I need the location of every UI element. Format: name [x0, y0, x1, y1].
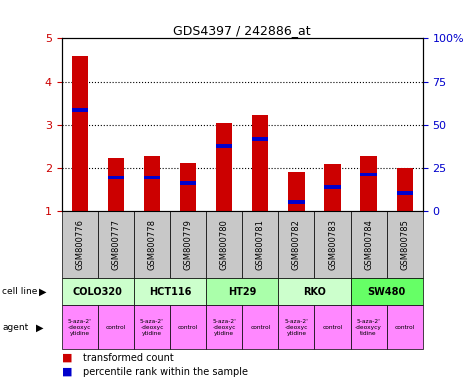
Bar	[134, 211, 170, 278]
Bar	[134, 305, 170, 349]
Text: GSM800777: GSM800777	[112, 219, 120, 270]
Bar	[252, 115, 268, 211]
Bar	[72, 108, 88, 112]
Text: GSM800780: GSM800780	[220, 219, 228, 270]
Text: GSM800785: GSM800785	[400, 219, 409, 270]
Text: 5-aza-2'
-deoxyc
ytidine: 5-aza-2' -deoxyc ytidine	[140, 319, 164, 336]
Bar	[170, 305, 206, 349]
Bar	[62, 211, 98, 278]
Bar	[144, 175, 160, 179]
Text: SW480: SW480	[368, 287, 406, 297]
Text: 5-aza-2'
-deoxycy
tidine: 5-aza-2' -deoxycy tidine	[355, 319, 382, 336]
Bar	[397, 168, 413, 211]
Text: control: control	[323, 325, 342, 330]
Text: cell line: cell line	[2, 287, 38, 296]
Bar	[62, 278, 134, 305]
Bar	[351, 305, 387, 349]
Text: ▶: ▶	[36, 322, 43, 333]
Bar	[361, 172, 377, 176]
Bar	[278, 305, 314, 349]
Bar	[314, 211, 351, 278]
Text: percentile rank within the sample: percentile rank within the sample	[83, 367, 248, 377]
Text: 5-aza-2'
-deoxyc
ytidine: 5-aza-2' -deoxyc ytidine	[285, 319, 308, 336]
Bar	[206, 305, 242, 349]
Text: transformed count: transformed count	[83, 353, 174, 363]
Bar	[98, 305, 134, 349]
Text: HCT116: HCT116	[149, 287, 191, 297]
Text: GSM800784: GSM800784	[364, 219, 373, 270]
Bar	[397, 191, 413, 195]
Bar	[361, 156, 377, 211]
Bar	[180, 163, 196, 211]
Bar	[206, 211, 242, 278]
Bar	[134, 278, 206, 305]
Bar	[144, 156, 160, 211]
Text: agent: agent	[2, 323, 28, 332]
Text: GSM800779: GSM800779	[184, 219, 192, 270]
Bar	[242, 211, 278, 278]
Text: GSM800781: GSM800781	[256, 219, 265, 270]
Bar	[324, 185, 341, 189]
Bar	[108, 159, 124, 211]
Bar	[387, 305, 423, 349]
Bar	[242, 305, 278, 349]
Bar	[387, 211, 423, 278]
Text: 5-aza-2'
-deoxyc
ytidine: 5-aza-2' -deoxyc ytidine	[212, 319, 236, 336]
Text: control: control	[106, 325, 126, 330]
Text: 5-aza-2'
-deoxyc
ytidine: 5-aza-2' -deoxyc ytidine	[68, 319, 92, 336]
Bar	[278, 211, 314, 278]
Text: HT29: HT29	[228, 287, 256, 297]
Title: GDS4397 / 242886_at: GDS4397 / 242886_at	[173, 24, 311, 37]
Bar	[180, 181, 196, 185]
Bar	[314, 305, 351, 349]
Bar	[288, 172, 304, 211]
Bar	[216, 122, 232, 211]
Text: GSM800778: GSM800778	[148, 219, 156, 270]
Text: ■: ■	[62, 353, 72, 363]
Text: GSM800782: GSM800782	[292, 219, 301, 270]
Bar	[351, 211, 387, 278]
Bar	[170, 211, 206, 278]
Text: RKO: RKO	[303, 287, 326, 297]
Text: control: control	[178, 325, 198, 330]
Text: ▶: ▶	[39, 287, 47, 297]
Bar	[324, 164, 341, 211]
Bar	[216, 144, 232, 148]
Text: COLO320: COLO320	[73, 287, 123, 297]
Bar	[288, 200, 304, 204]
Bar	[278, 278, 351, 305]
Bar	[62, 305, 98, 349]
Bar	[108, 175, 124, 179]
Bar	[72, 56, 88, 211]
Text: ■: ■	[62, 367, 72, 377]
Text: control: control	[395, 325, 415, 330]
Text: control: control	[250, 325, 270, 330]
Text: GSM800776: GSM800776	[76, 219, 84, 270]
Bar	[252, 137, 268, 141]
Bar	[98, 211, 134, 278]
Bar	[351, 278, 423, 305]
Text: GSM800783: GSM800783	[328, 219, 337, 270]
Bar	[206, 278, 278, 305]
